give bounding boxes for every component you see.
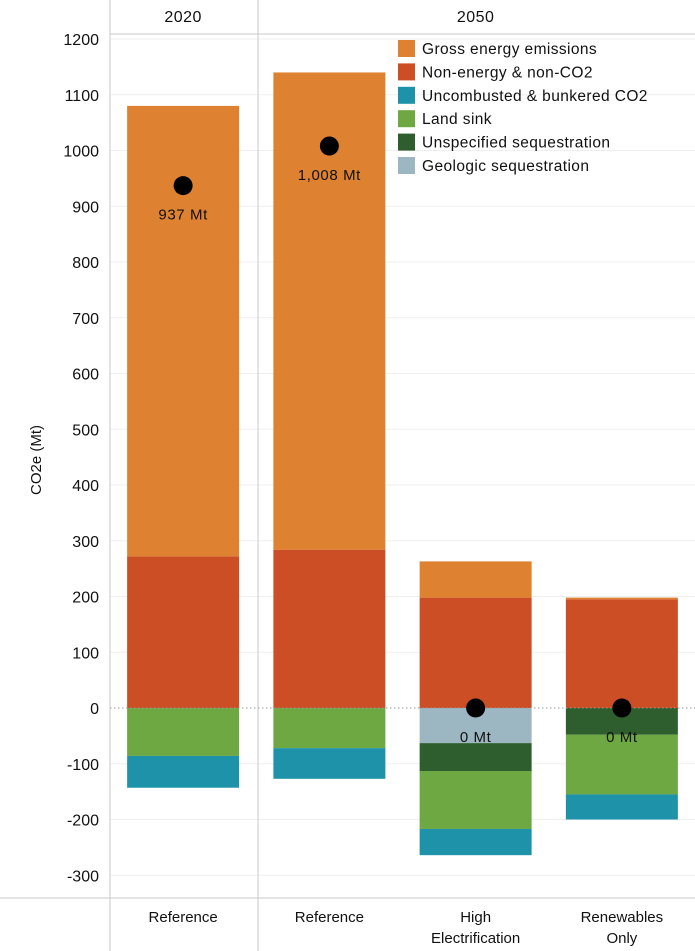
bar-segment xyxy=(273,549,386,708)
bar-segment xyxy=(273,748,386,779)
category-label: High xyxy=(460,909,491,926)
category-label: Only xyxy=(606,930,637,947)
bar-segment xyxy=(419,770,532,829)
bar-segment xyxy=(273,708,386,749)
bar-segment xyxy=(127,105,240,557)
legend-label: Non-energy & non-CO2 xyxy=(422,64,593,81)
y-tick-label: -200 xyxy=(67,813,99,830)
net-marker-dot xyxy=(612,698,632,718)
x-axis: Reference Reference High Electrification Ren… xyxy=(149,909,664,947)
category-label: Reference xyxy=(149,909,218,926)
category-label: Reference xyxy=(295,909,364,926)
net-marker-label: 937 Mt xyxy=(158,207,208,224)
legend-label: Uncombusted & bunkered CO2 xyxy=(422,88,648,105)
net-markers: 937 Mt 1,008 Mt 0 Mt 0 Mt xyxy=(158,136,638,746)
net-marker-dot xyxy=(319,136,339,156)
legend: Gross energy emissions Non-energy & non-C… xyxy=(398,40,648,175)
y-tick-label: 1000 xyxy=(63,144,99,161)
y-tick-label: 300 xyxy=(72,534,99,551)
y-tick-label: 200 xyxy=(72,590,99,607)
bar-segment xyxy=(127,755,240,788)
category-label: Electrification xyxy=(431,930,520,947)
net-marker-label: 0 Mt xyxy=(606,729,638,746)
bar-segment xyxy=(565,794,678,820)
legend-swatch xyxy=(398,157,415,174)
net-marker-label: 1,008 Mt xyxy=(298,167,361,184)
bar-segment xyxy=(419,597,532,708)
y-tick-label: -300 xyxy=(67,868,99,885)
y-axis-title: CO2e (Mt) xyxy=(28,425,45,495)
legend-swatch xyxy=(398,86,415,104)
y-tick-label: 900 xyxy=(72,199,99,216)
net-marker-dot xyxy=(466,698,486,718)
legend-swatch xyxy=(398,110,415,128)
category-label: Renewables xyxy=(581,909,664,926)
legend-swatch xyxy=(398,40,415,57)
y-tick-label: 100 xyxy=(72,645,99,662)
bar-segment xyxy=(565,734,678,795)
y-tick-label: 600 xyxy=(72,367,99,384)
legend-label: Geologic sequestration xyxy=(422,158,589,175)
y-tick-label: 400 xyxy=(72,478,99,495)
group-header: 2050 xyxy=(457,9,495,26)
bar-segment xyxy=(127,708,240,756)
group-headers: 2020 2050 xyxy=(164,9,494,26)
bar-segment xyxy=(565,599,678,708)
bar-stacks xyxy=(127,72,678,856)
y-tick-label: 1200 xyxy=(63,32,99,49)
legend-label: Unspecified sequestration xyxy=(422,135,610,152)
bar-segment xyxy=(419,743,532,771)
legend-label: Land sink xyxy=(422,111,492,128)
legend-swatch xyxy=(398,63,415,81)
bar-segment xyxy=(127,556,240,708)
y-tick-label: -100 xyxy=(67,757,99,774)
net-marker-label: 0 Mt xyxy=(460,729,492,746)
bar-segment xyxy=(419,561,532,598)
group-header: 2020 xyxy=(164,9,202,26)
y-tick-label: 700 xyxy=(72,311,99,328)
y-tick-label: 1100 xyxy=(65,88,100,105)
y-axis: 1200110010009008007006005004003002001000… xyxy=(63,32,99,885)
legend-swatch xyxy=(398,133,415,151)
y-tick-label: 0 xyxy=(90,701,99,718)
bar-segment xyxy=(565,597,678,600)
legend-label: Gross energy emissions xyxy=(422,41,597,58)
y-tick-label: 800 xyxy=(72,255,99,272)
y-tick-label: 500 xyxy=(72,422,99,439)
bar-segment xyxy=(419,828,532,856)
net-marker-dot xyxy=(173,176,193,196)
